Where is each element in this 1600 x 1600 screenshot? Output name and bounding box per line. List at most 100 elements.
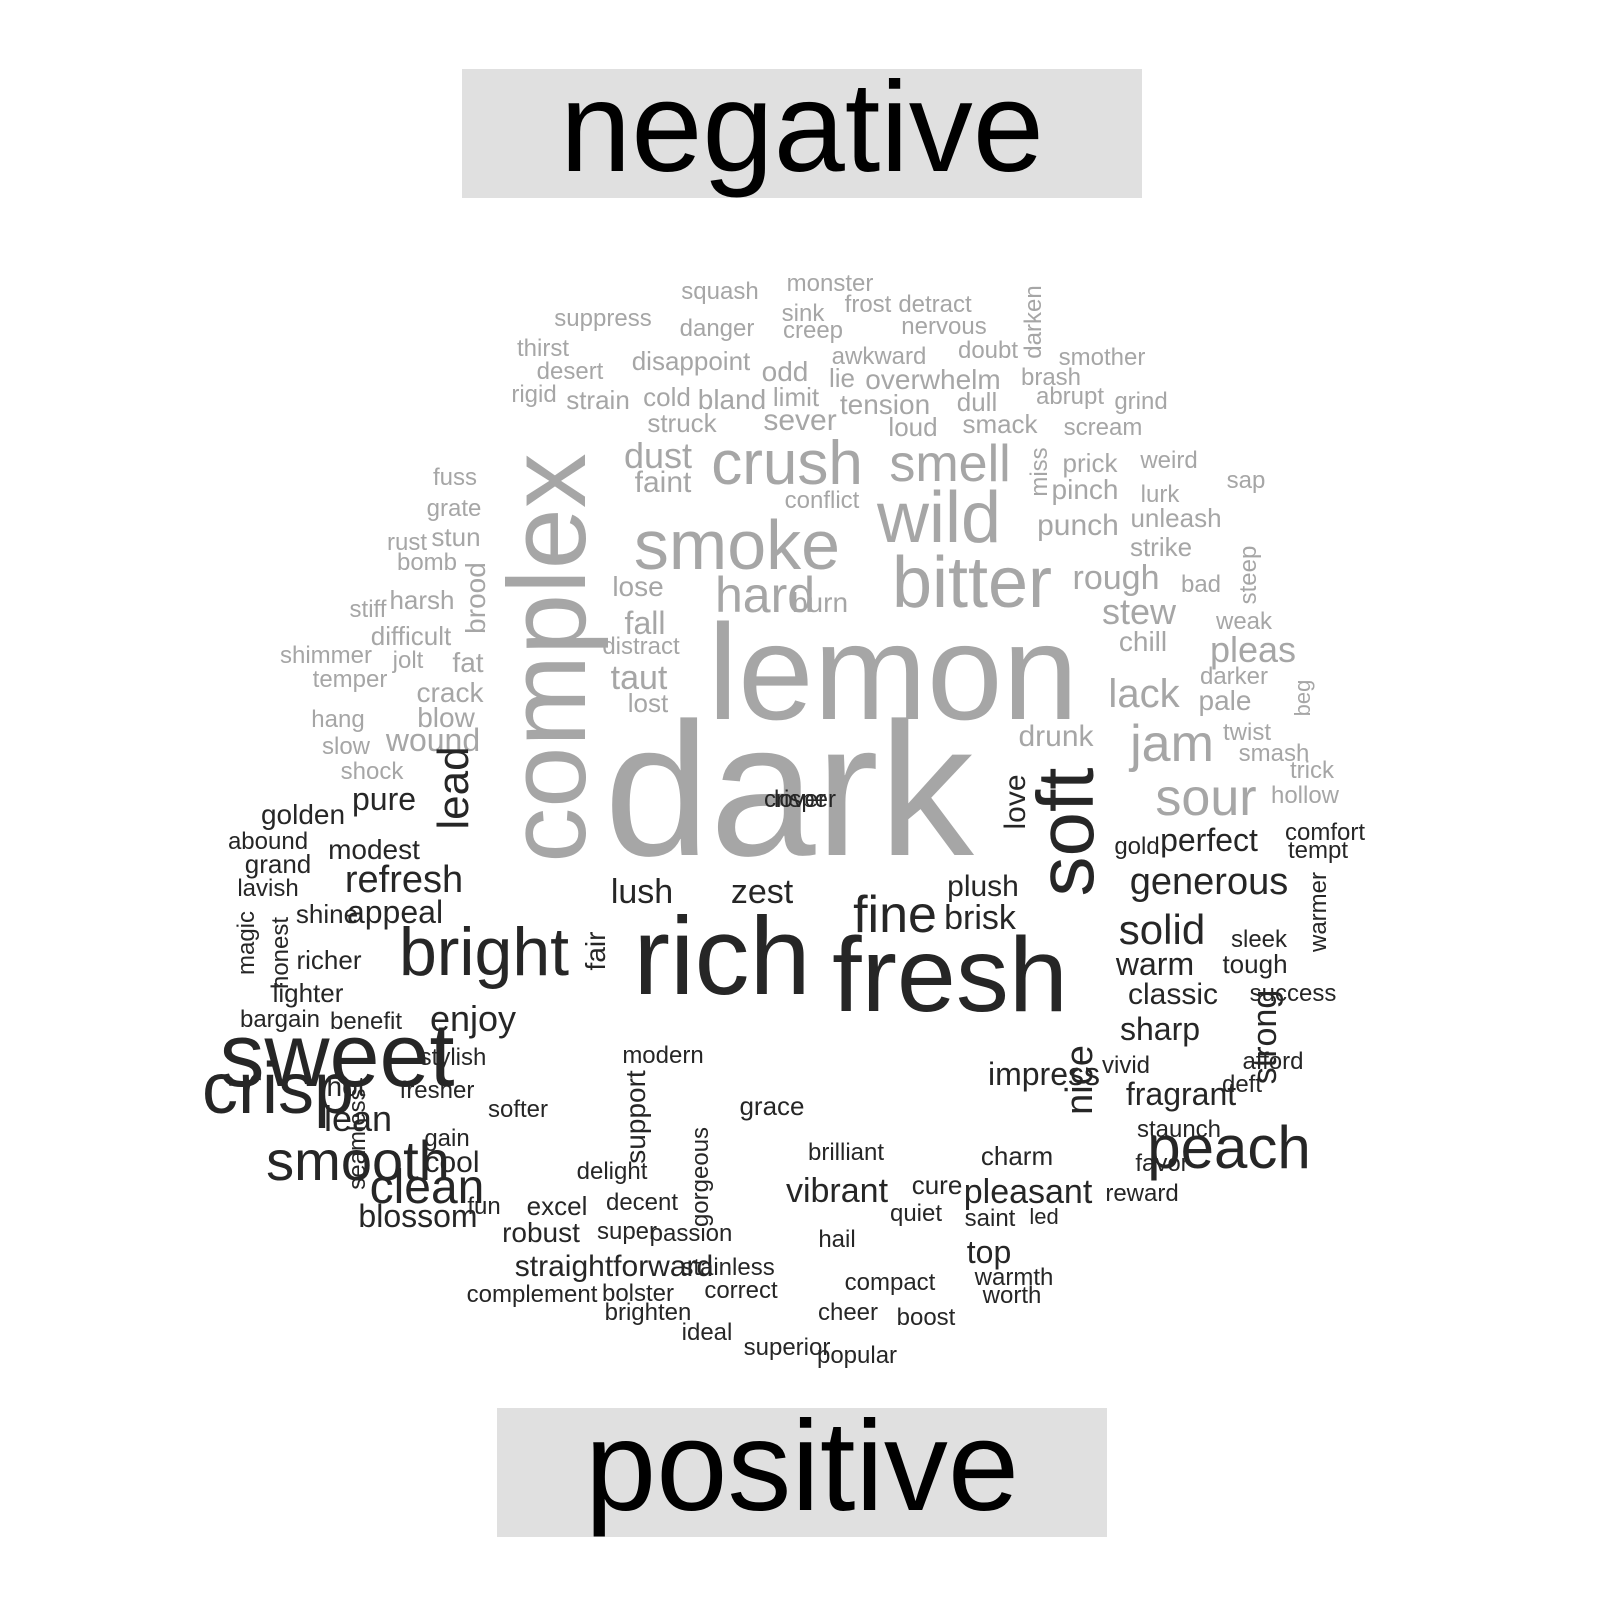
positive-word-cure: cure (911, 1170, 963, 1200)
positive-word-modern: modern (622, 1042, 704, 1069)
positive-word-tempt: tempt (1287, 837, 1349, 864)
negative-word-abrupt: abrupt (1035, 383, 1105, 410)
positive-word-perfect: perfect (1160, 822, 1258, 858)
positive-word-sleek: sleek (1230, 926, 1288, 953)
positive-word-classic: classic (1127, 978, 1219, 1011)
positive-word-plush: plush (947, 870, 1019, 903)
negative-word-punch: punch (1037, 509, 1119, 542)
positive-word-super: super (596, 1218, 658, 1245)
negative-word-rough: rough (1072, 559, 1160, 597)
negative-word-smack: smack (962, 409, 1038, 439)
negative-word-fuss: fuss (432, 464, 478, 491)
negative-word-crack: crack (416, 677, 484, 708)
negative-word-bland: bland (697, 384, 767, 415)
negative-word-danger: danger (679, 315, 755, 342)
negative-word-lie: lie (828, 363, 856, 393)
positive-word-tough: tough (1222, 949, 1288, 979)
negative-word-trick: trick (1290, 757, 1334, 784)
positive-word-fine: fine (853, 886, 937, 944)
negative-word-smell: smell (889, 435, 1011, 493)
negative-word-difficult: difficult (370, 621, 452, 651)
positive-word-fun: fun (467, 1193, 501, 1220)
positive-word-gain: gain (424, 1125, 470, 1152)
negative-word-bad: bad (1180, 571, 1222, 598)
positive-word-golden: golden (260, 799, 346, 830)
negative-word-complex: complex (486, 453, 609, 863)
positive-word-solid: solid (1118, 906, 1206, 953)
negative-word-taut: taut (610, 659, 668, 697)
positive-word-rich: rich (633, 895, 811, 1018)
positive-word-benefit: benefit (329, 1008, 403, 1035)
negative-word-scream: scream (1063, 414, 1143, 441)
positive-word-saint: saint (964, 1205, 1016, 1232)
negative-word-prick: prick (1062, 448, 1118, 478)
negative-word-darker: darker (1199, 663, 1269, 690)
positive-word-top: top (966, 1234, 1012, 1270)
positive-word-hail: hail (818, 1226, 856, 1253)
negative-word-dull: dull (956, 387, 998, 417)
negative-word-rust: rust (386, 529, 428, 556)
positive-word-fresh: fresh (832, 916, 1068, 1034)
positive-word-deft: deft (1221, 1071, 1263, 1098)
negative-word-lack: lack (1108, 672, 1180, 716)
negative-word-faint: faint (634, 466, 692, 499)
negative-header: negative (462, 64, 1142, 198)
negative-word-wound: wound (385, 722, 481, 758)
negative-word-chill: chill (1118, 626, 1168, 657)
positive-word-bolster: bolster (601, 1280, 675, 1307)
positive-word-enjoy: enjoy (429, 998, 517, 1039)
positive-word-grand: grand (244, 849, 312, 879)
negative-word-hollow: hollow (1270, 782, 1340, 809)
positive-word-lover: lover (773, 786, 827, 813)
negative-word-sink: sink (781, 300, 825, 327)
negative-word-harsh: harsh (389, 585, 455, 615)
positive-word-appeal: appeal (346, 894, 444, 930)
negative-word-stew: stew (1101, 591, 1177, 632)
positive-word-impress: impress (987, 1056, 1101, 1092)
negative-word-smother: smother (1058, 344, 1146, 371)
negative-word-lurk: lurk (1140, 481, 1180, 508)
negative-word-brood: brood (460, 562, 491, 634)
negative-word-pinch: pinch (1051, 474, 1119, 505)
positive-word-fair: fair (580, 931, 611, 971)
positive-word-refresh: refresh (344, 859, 464, 901)
negative-word-odd: odd (761, 356, 809, 387)
positive-word-favor: favor (1135, 1150, 1189, 1177)
positive-word-charm: charm (980, 1141, 1054, 1171)
positive-word-sharp: sharp (1119, 1011, 1201, 1047)
positive-word-lavish: lavish (237, 875, 299, 902)
positive-word-lush: lush (610, 873, 674, 911)
positive-word-popular: popular (816, 1342, 898, 1369)
negative-word-squash: squash (681, 278, 759, 305)
positive-word-bargain: bargain (239, 1006, 321, 1033)
positive-word-abound: abound (227, 828, 309, 855)
negative-word-thirst: thirst (516, 335, 570, 362)
negative-word-frost: frost (844, 291, 892, 318)
negative-word-smash: smash (1238, 740, 1310, 767)
negative-word-weird: weird (1140, 447, 1198, 474)
negative-word-detract: detract (898, 291, 972, 318)
positive-word-compact: compact (844, 1269, 936, 1296)
negative-word-twist: twist (1223, 719, 1271, 746)
negative-word-strike: strike (1129, 532, 1193, 562)
positive-word-ideal: ideal (681, 1319, 733, 1346)
negative-word-wild: wild (876, 478, 1002, 558)
positive-word-boost: boost (896, 1304, 956, 1331)
positive-word-quiet: quiet (889, 1200, 943, 1227)
positive-word-correct: correct (704, 1277, 778, 1304)
positive-word-lighter: lighter (272, 978, 344, 1008)
positive-word-bright: bright (398, 914, 570, 990)
negative-word-sever: sever (763, 404, 837, 437)
positive-word-warm: warm (1115, 946, 1195, 982)
positive-word-hot: hot (326, 1071, 366, 1102)
negative-word-awkward: awkward (831, 343, 927, 370)
positive-word-grace: grace (739, 1091, 805, 1121)
positive-word-modest: modest (328, 834, 420, 865)
positive-word-brisk: brisk (944, 899, 1016, 937)
positive-word-warmth: warmth (974, 1264, 1054, 1291)
negative-word-hang: hang (311, 706, 365, 733)
negative-word-smoke: smoke (633, 506, 841, 584)
negative-word-weak: weak (1215, 608, 1273, 635)
negative-word-shimmer: shimmer (279, 642, 373, 669)
negative-word-pale: pale (1198, 685, 1252, 716)
